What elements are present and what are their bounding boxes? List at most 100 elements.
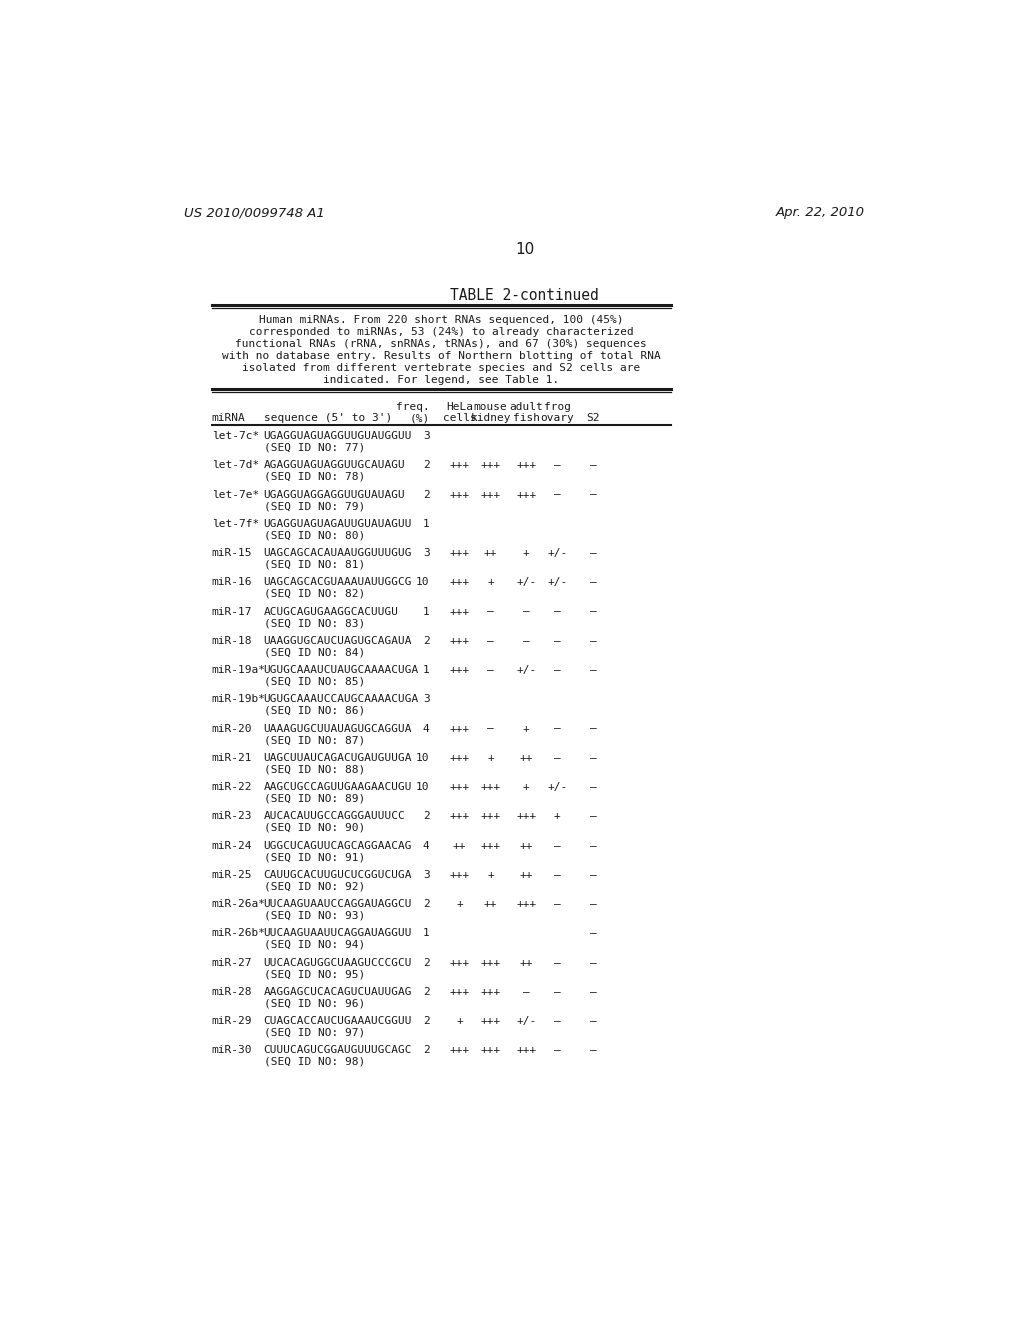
- Text: 3: 3: [423, 548, 429, 558]
- Text: +: +: [554, 812, 561, 821]
- Text: frog: frog: [544, 403, 570, 412]
- Text: –: –: [487, 636, 494, 645]
- Text: ++: ++: [484, 548, 498, 558]
- Text: 2: 2: [423, 1045, 429, 1056]
- Text: (SEQ ID NO: 96): (SEQ ID NO: 96): [263, 998, 365, 1008]
- Text: miR-27: miR-27: [212, 958, 252, 968]
- Text: 4: 4: [423, 723, 429, 734]
- Text: let-7f*: let-7f*: [212, 519, 259, 529]
- Text: –: –: [523, 636, 529, 645]
- Text: +++: +++: [480, 490, 501, 499]
- Text: 1: 1: [423, 519, 429, 529]
- Text: miR-23: miR-23: [212, 812, 252, 821]
- Text: miR-18: miR-18: [212, 636, 252, 645]
- Text: –: –: [554, 870, 561, 880]
- Text: 1: 1: [423, 665, 429, 675]
- Text: (%): (%): [410, 413, 429, 424]
- Text: (SEQ ID NO: 81): (SEQ ID NO: 81): [263, 560, 365, 569]
- Text: 2: 2: [423, 490, 429, 499]
- Text: 2: 2: [423, 461, 429, 470]
- Text: –: –: [590, 1045, 596, 1056]
- Text: –: –: [554, 1016, 561, 1026]
- Text: miR-21: miR-21: [212, 752, 252, 763]
- Text: CAUUGCACUUGUCUCGGUCUGA: CAUUGCACUUGUCUCGGUCUGA: [263, 870, 412, 880]
- Text: +/-: +/-: [547, 781, 567, 792]
- Text: +: +: [457, 1016, 463, 1026]
- Text: with no database entry. Results of Northern blotting of total RNA: with no database entry. Results of North…: [222, 351, 660, 362]
- Text: –: –: [523, 607, 529, 616]
- Text: 2: 2: [423, 958, 429, 968]
- Text: (SEQ ID NO: 92): (SEQ ID NO: 92): [263, 882, 365, 891]
- Text: miR-30: miR-30: [212, 1045, 252, 1056]
- Text: ovary: ovary: [541, 413, 574, 424]
- Text: miRNA: miRNA: [212, 413, 246, 424]
- Text: UGGCUCAGUUCAGCAGGAACAG: UGGCUCAGUUCAGCAGGAACAG: [263, 841, 412, 850]
- Text: +++: +++: [480, 1045, 501, 1056]
- Text: +: +: [523, 548, 529, 558]
- Text: –: –: [590, 841, 596, 850]
- Text: UUCAAGUAAUCCAGGAUAGGCU: UUCAAGUAAUCCAGGAUAGGCU: [263, 899, 412, 909]
- Text: (SEQ ID NO: 87): (SEQ ID NO: 87): [263, 735, 365, 744]
- Text: (SEQ ID NO: 84): (SEQ ID NO: 84): [263, 647, 365, 657]
- Text: corresponded to miRNAs, 53 (24%) to already characterized: corresponded to miRNAs, 53 (24%) to alre…: [249, 327, 634, 338]
- Text: +++: +++: [516, 812, 537, 821]
- Text: 2: 2: [423, 636, 429, 645]
- Text: 3: 3: [423, 870, 429, 880]
- Text: –: –: [554, 490, 561, 499]
- Text: UGAGGUAGUAGGUUGUAUGGUU: UGAGGUAGUAGGUUGUAUGGUU: [263, 430, 412, 441]
- Text: miR-29: miR-29: [212, 1016, 252, 1026]
- Text: –: –: [487, 607, 494, 616]
- Text: +++: +++: [450, 958, 470, 968]
- Text: (SEQ ID NO: 95): (SEQ ID NO: 95): [263, 969, 365, 979]
- Text: +++: +++: [450, 490, 470, 499]
- Text: +: +: [457, 899, 463, 909]
- Text: +/-: +/-: [547, 548, 567, 558]
- Text: fish: fish: [513, 413, 540, 424]
- Text: (SEQ ID NO: 91): (SEQ ID NO: 91): [263, 853, 365, 862]
- Text: UAAGGUGCAUCUAGUGCAGAUA: UAAGGUGCAUCUAGUGCAGAUA: [263, 636, 412, 645]
- Text: US 2010/0099748 A1: US 2010/0099748 A1: [183, 206, 325, 219]
- Text: –: –: [554, 607, 561, 616]
- Text: (SEQ ID NO: 86): (SEQ ID NO: 86): [263, 706, 365, 715]
- Text: ++: ++: [484, 899, 498, 909]
- Text: indicated. For legend, see Table 1.: indicated. For legend, see Table 1.: [323, 375, 559, 385]
- Text: –: –: [590, 1016, 596, 1026]
- Text: +++: +++: [450, 665, 470, 675]
- Text: +++: +++: [450, 723, 470, 734]
- Text: +++: +++: [450, 548, 470, 558]
- Text: (SEQ ID NO: 83): (SEQ ID NO: 83): [263, 618, 365, 628]
- Text: +++: +++: [516, 1045, 537, 1056]
- Text: +++: +++: [480, 841, 501, 850]
- Text: –: –: [487, 723, 494, 734]
- Text: miR-28: miR-28: [212, 987, 252, 997]
- Text: Apr. 22, 2010: Apr. 22, 2010: [775, 206, 864, 219]
- Text: +: +: [523, 723, 529, 734]
- Text: miR-16: miR-16: [212, 577, 252, 587]
- Text: +: +: [523, 781, 529, 792]
- Text: –: –: [554, 899, 561, 909]
- Text: –: –: [554, 636, 561, 645]
- Text: +++: +++: [480, 781, 501, 792]
- Text: 2: 2: [423, 899, 429, 909]
- Text: freq.: freq.: [395, 403, 429, 412]
- Text: HeLa: HeLa: [446, 403, 473, 412]
- Text: –: –: [554, 461, 561, 470]
- Text: –: –: [554, 1045, 561, 1056]
- Text: +++: +++: [450, 870, 470, 880]
- Text: –: –: [590, 577, 596, 587]
- Text: cells: cells: [442, 413, 476, 424]
- Text: 2: 2: [423, 1016, 429, 1026]
- Text: ++: ++: [453, 841, 467, 850]
- Text: ++: ++: [519, 841, 534, 850]
- Text: mouse: mouse: [474, 403, 508, 412]
- Text: (SEQ ID NO: 80): (SEQ ID NO: 80): [263, 531, 365, 540]
- Text: (SEQ ID NO: 77): (SEQ ID NO: 77): [263, 442, 365, 453]
- Text: CUUUCAGUCGGAUGUUUGCAGC: CUUUCAGUCGGAUGUUUGCAGC: [263, 1045, 412, 1056]
- Text: +++: +++: [516, 490, 537, 499]
- Text: (SEQ ID NO: 97): (SEQ ID NO: 97): [263, 1028, 365, 1038]
- Text: ACUGCAGUGAAGGCACUUGU: ACUGCAGUGAAGGCACUUGU: [263, 607, 398, 616]
- Text: UUCACAGUGGCUAAGUCCCGCU: UUCACAGUGGCUAAGUCCCGCU: [263, 958, 412, 968]
- Text: UGAGGUAGUAGAUUGUAUAGUU: UGAGGUAGUAGAUUGUAUAGUU: [263, 519, 412, 529]
- Text: (SEQ ID NO: 79): (SEQ ID NO: 79): [263, 502, 365, 511]
- Text: 3: 3: [423, 430, 429, 441]
